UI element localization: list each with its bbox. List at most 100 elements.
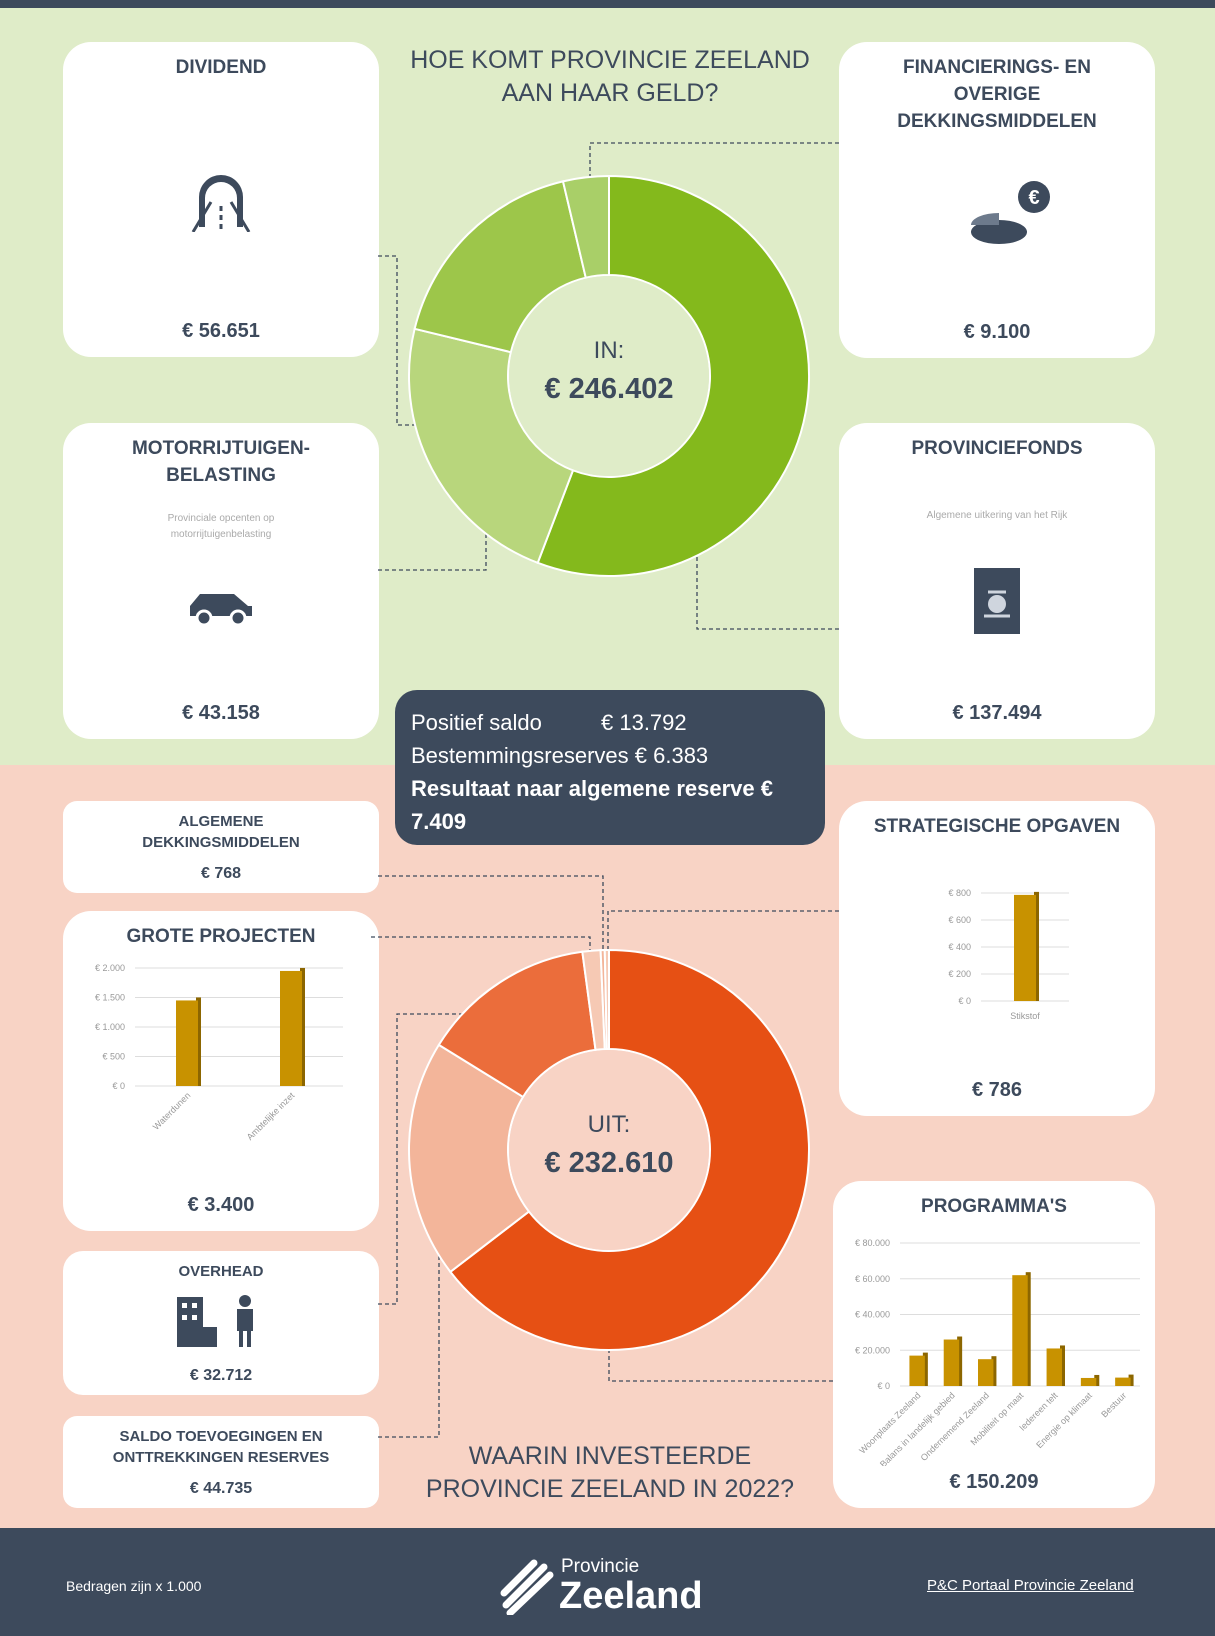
saldo-amount: € 7.409 xyxy=(411,776,774,834)
card-title: OVERHEAD xyxy=(178,1263,264,1280)
bar xyxy=(1046,1348,1062,1386)
x-tick-label: Stikstof xyxy=(1010,1011,1040,1021)
saldo-row: Resultaat naar algemene reserve € 7.409 xyxy=(411,776,773,834)
bar xyxy=(1080,1377,1097,1386)
logo-icon xyxy=(500,1559,554,1615)
top-strip xyxy=(0,0,1215,8)
bar-side xyxy=(1128,1374,1134,1386)
leader-line xyxy=(378,310,487,571)
x-tick-label: Ondernemend Zeeland xyxy=(919,1390,992,1463)
card-title: ALGEMENE DEKKINGSMIDDELEN xyxy=(142,813,300,851)
bar-chart: € 0 € 500 € 1.000 € 1.500 € 2.000 Waterdunen A… xyxy=(95,963,343,1142)
x-tick-label: Waterdunen xyxy=(151,1090,193,1132)
y-tick-label: € 20.000 xyxy=(855,1345,890,1355)
x-tick-label: Ambtelijke inzet xyxy=(245,1090,297,1142)
saldo-box: Positief saldo € 13.792 Bestemmingsreserv… xyxy=(395,690,825,845)
center-label: IN: xyxy=(594,337,625,364)
card-amount: € 3.400 xyxy=(187,1194,255,1216)
y-tick-label: € 80.000 xyxy=(855,1238,890,1248)
card-saldo-reserves: SALDO TOEVOEGINGEN EN ONTTREKKINGEN RESE… xyxy=(63,1416,379,1508)
y-tick-label: € 1.000 xyxy=(95,1022,125,1032)
card-strategische: STRATEGISCHE OPGAVEN € 0 € 200 € 400 € 600 €… xyxy=(839,801,1155,1116)
out-title: WAARIN INVESTEERDE PROVINCIE ZEELAND IN … xyxy=(425,1442,795,1503)
saldo-label: Resultaat naar algemene reserve xyxy=(411,776,755,801)
card-grote-projecten: GROTE PROJECTEN € 0 € 500 € 1.000 € 1.500 € … xyxy=(63,911,379,1231)
portal-link[interactable]: P&C Portaal Provincie Zeeland xyxy=(927,1577,1134,1594)
card-amount: € 43.158 xyxy=(182,702,260,724)
bar-side xyxy=(1025,1272,1031,1386)
card-title: STRATEGISCHE OPGAVEN xyxy=(873,816,1121,837)
card-title: FINANCIERINGS- EN OVERIGE DEKKINGSMIDDEL… xyxy=(897,57,1097,132)
card-motorrijtuigen: MOTORRIJTUIGEN-BELASTING Provinciale opc… xyxy=(63,423,379,739)
leader-line xyxy=(696,505,839,630)
bar xyxy=(978,1359,994,1386)
saldo-amount: € 13.792 xyxy=(601,710,687,735)
y-tick-label: € 0 xyxy=(877,1381,890,1391)
y-tick-label: € 600 xyxy=(948,915,971,925)
card-financiering: FINANCIERINGS- EN OVERIGE DEKKINGSMIDDEL… xyxy=(839,42,1155,358)
saldo-label: Bestemmingsreserves xyxy=(411,743,629,768)
center-total: € 246.402 xyxy=(544,373,673,405)
bar-side xyxy=(922,1352,928,1386)
card-amount: € 137.494 xyxy=(952,702,1042,724)
card-amount: € 44.735 xyxy=(189,1480,253,1497)
leader-line xyxy=(378,255,451,426)
y-tick-label: € 0 xyxy=(112,1081,125,1091)
footer-note: Bedragen zijn x 1.000 xyxy=(66,1578,202,1594)
svg-text:€: € xyxy=(1028,187,1039,209)
donut-segment xyxy=(536,174,810,577)
card-note: Provinciale opcenten op motorrijtuigenbe… xyxy=(167,513,275,540)
crest-icon xyxy=(974,568,1020,634)
card-title: PROVINCIEFONDS xyxy=(911,438,1083,459)
saldo-amount: € 6.383 xyxy=(634,743,709,768)
card-title: DIVIDEND xyxy=(175,57,267,78)
y-tick-label: € 400 xyxy=(948,942,971,952)
y-tick-label: € 800 xyxy=(948,888,971,898)
bar xyxy=(280,970,302,1086)
footer xyxy=(0,1528,1215,1636)
y-tick-label: € 0 xyxy=(958,996,971,1006)
card-programmas: PROGRAMMA'S € 0 € 20.000 € 40.000 € 60.000 €… xyxy=(833,1181,1155,1508)
y-tick-label: € 1.500 xyxy=(95,993,125,1003)
card-title: GROTE PROJECTEN xyxy=(126,926,316,947)
card-algemene: ALGEMENE DEKKINGSMIDDELEN € 768 xyxy=(63,801,379,893)
logo-top: Provincie xyxy=(561,1556,640,1577)
card-title: MOTORRIJTUIGEN-BELASTING xyxy=(131,438,311,486)
in-title: HOE KOMT PROVINCIE ZEELAND AAN HAAR GELD… xyxy=(410,46,810,107)
bar-side xyxy=(1034,891,1039,1001)
card-amount: € 32.712 xyxy=(189,1367,253,1384)
logo-bottom: Zeeland xyxy=(559,1575,703,1617)
y-tick-label: € 2.000 xyxy=(95,963,125,973)
pie-coin-icon: € xyxy=(971,181,1050,244)
bar-chart: € 0 € 200 € 400 € 600 € 800 Stikstof xyxy=(948,888,1069,1021)
card-amount: € 9.100 xyxy=(963,321,1031,343)
card-amount: € 786 xyxy=(971,1079,1023,1101)
saldo-label: Positief saldo xyxy=(411,710,542,735)
saldo-row: Bestemmingsreserves € 6.383 xyxy=(411,739,809,772)
card-title: SALDO TOEVOEGINGEN EN ONTTREKKINGEN RESE… xyxy=(112,1428,330,1466)
y-tick-label: € 40.000 xyxy=(855,1310,890,1320)
donut-segment xyxy=(413,180,587,354)
bar xyxy=(1014,894,1036,1001)
card-amount: € 56.651 xyxy=(182,320,260,342)
bar-side xyxy=(300,967,305,1086)
donut-segment xyxy=(561,174,610,279)
bar xyxy=(943,1339,960,1386)
overhead-icon xyxy=(177,1295,253,1347)
saldo-row: Positief saldo € 13.792 xyxy=(411,706,809,739)
y-tick-label: € 60.000 xyxy=(855,1274,890,1284)
car-icon xyxy=(190,594,252,627)
card-provinciefonds: PROVINCIEFONDS Algemene uitkering van he… xyxy=(839,423,1155,739)
bar-side xyxy=(1094,1374,1100,1386)
y-tick-label: € 200 xyxy=(948,969,971,979)
bar-side xyxy=(196,997,201,1086)
bar-side xyxy=(1060,1345,1065,1386)
card-title: PROGRAMMA'S xyxy=(921,1196,1067,1217)
card-amount: € 768 xyxy=(200,865,242,882)
bar-chart: € 0 € 20.000 € 40.000 € 60.000 € 80.000 Woonp… xyxy=(855,1238,1140,1466)
card-dividend: DIVIDEND € 56.651 xyxy=(63,42,379,357)
bar xyxy=(1115,1377,1131,1386)
x-tick-label: Woonplaats Zeeland xyxy=(857,1390,922,1455)
tunnel-icon xyxy=(191,175,251,232)
